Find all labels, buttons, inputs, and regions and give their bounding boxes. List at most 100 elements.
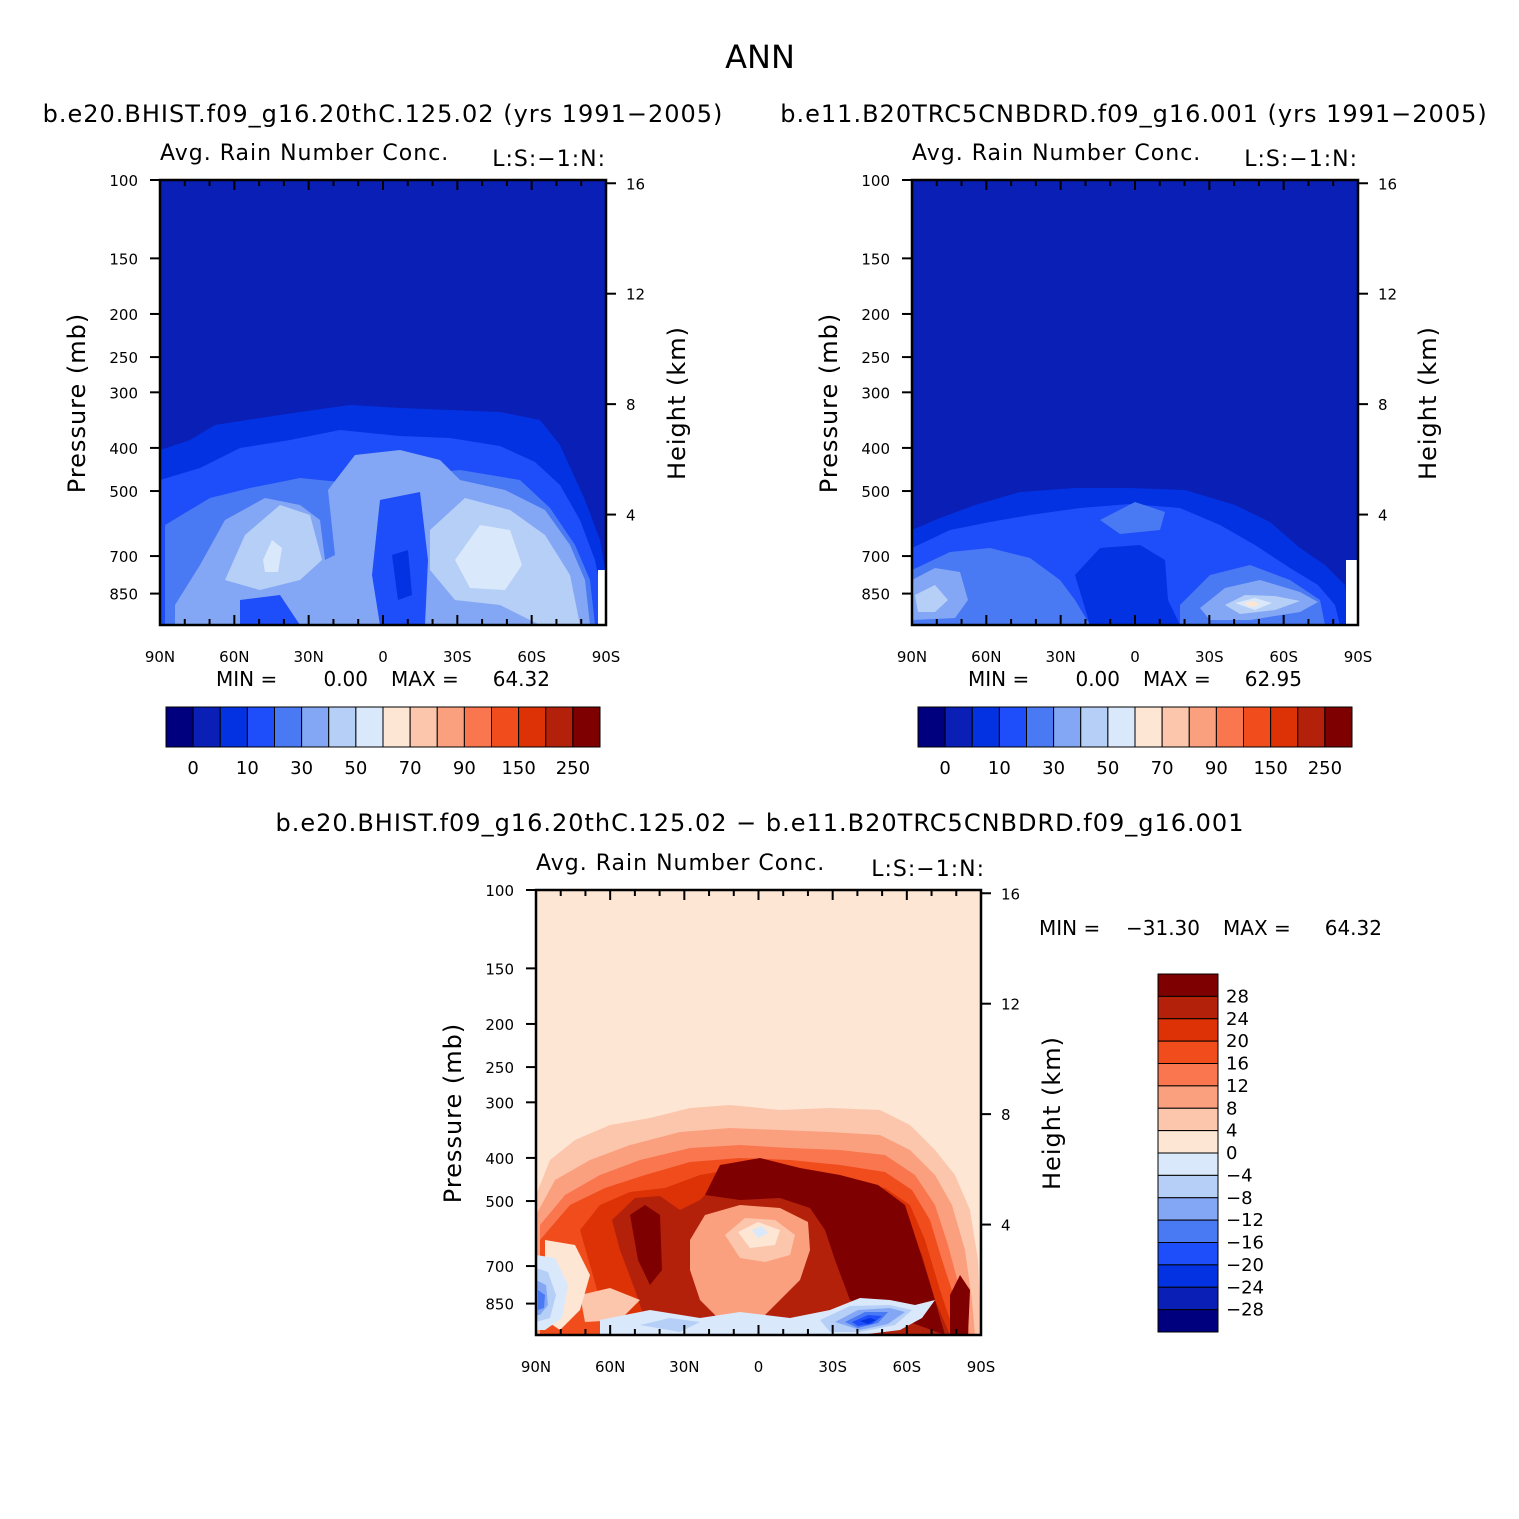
panel-diff-title: Avg. Rain Number Conc.: [536, 851, 825, 876]
colorbar-box: [328, 706, 357, 748]
colorbar-box: [1134, 706, 1163, 748]
colorbar-box: [219, 706, 248, 748]
panel-diff-contour-level-10: [630, 1158, 970, 1335]
colorbar-label: 4: [1226, 1121, 1237, 1142]
panel-diff-case-title: b.e20.BHIST.f09_g16.20thC.125.02 − b.e11…: [276, 809, 1245, 837]
colorbar-label: −12: [1226, 1210, 1264, 1231]
y-tick-label: 200: [485, 1016, 514, 1034]
panel-1-case-title: b.e20.BHIST.f09_g16.20thC.125.02 (yrs 19…: [43, 100, 724, 128]
y-tick-label: 250: [109, 349, 138, 367]
panel-2-max-label: MAX =: [1143, 667, 1211, 691]
colorbar-box: [1157, 1107, 1219, 1132]
panel-diff-contour-level-4b: [580, 1218, 795, 1322]
y-tick-label: 400: [109, 440, 138, 458]
panel-2-plot-area: [912, 180, 1358, 625]
y-tick-label: 250: [861, 349, 890, 367]
y-tick-label: 500: [109, 483, 138, 501]
colorbar-box: [1026, 706, 1055, 748]
y-tick-label: 150: [109, 250, 138, 268]
y-tick-label: 700: [485, 1258, 514, 1276]
colorbar-label: −28: [1226, 1300, 1264, 1321]
y-tick-right-label: 16: [626, 175, 645, 193]
panel-1-contour-level-8: [263, 525, 522, 590]
panel-2-ylabel: Pressure (mb): [815, 313, 843, 493]
panel-1-subtitle: L:S:−1:N:: [492, 147, 606, 172]
colorbar-label: 0: [187, 758, 198, 779]
colorbar-label: −20: [1226, 1255, 1264, 1276]
panel-2-mask: [1346, 560, 1358, 625]
panel-1: b.e20.BHIST.f09_g16.20thC.125.02 (yrs 19…: [43, 100, 724, 779]
y-tick-label: 250: [485, 1059, 514, 1077]
colorbar-box: [518, 706, 547, 748]
colorbar-box: [1157, 1174, 1219, 1199]
panel-2-title: Avg. Rain Number Conc.: [912, 141, 1201, 166]
panel-1-contour-level-4b: [240, 492, 428, 625]
panel-2-ticks: 90N 60N 30N 0 30S 60S 90S 100 150 200 250 300 400 500…: [861, 172, 1397, 666]
panel-2: b.e11.B20TRC5CNBDRD.f09_g16.001 (yrs 199…: [780, 100, 1486, 779]
panel-diff-min-label: MIN =: [1039, 916, 1100, 940]
y-tick-right-label: 16: [1001, 885, 1020, 903]
colorbar-box: [1324, 706, 1353, 748]
panel-1-mask: [598, 570, 606, 625]
colorbar-label: 30: [1042, 758, 1065, 779]
colorbar-box: [1157, 1309, 1219, 1333]
colorbar-box: [1157, 1242, 1219, 1266]
y-tick-right-label: 12: [1378, 286, 1397, 304]
colorbar-box: [301, 706, 330, 748]
colorbar-label: 12: [1226, 1076, 1249, 1097]
x-tick-label: 30S: [443, 648, 472, 666]
y-tick-label: 700: [861, 548, 890, 566]
colorbar-label: 250: [556, 758, 590, 779]
y-tick-label: 300: [861, 384, 890, 402]
colorbar-label: 250: [1308, 758, 1342, 779]
panel-2-max-value: 62.95: [1245, 667, 1302, 691]
colorbar-label: 10: [988, 758, 1011, 779]
colorbar-box: [1157, 973, 1219, 997]
panel-2-colorbar: 0 10 30 50 70 90 150 250: [917, 706, 1353, 779]
x-tick-label: 30S: [1195, 648, 1224, 666]
panel-1-ylabel-right: Height (km): [663, 326, 691, 480]
colorbar-label: −4: [1226, 1165, 1253, 1186]
x-tick-label: 60S: [893, 1358, 922, 1376]
colorbar-label: 150: [1253, 758, 1287, 779]
panel-1-contour-level-3b: [392, 550, 412, 600]
colorbar-box: [355, 706, 384, 748]
x-tick-label: 0: [1130, 648, 1140, 666]
colorbar-box: [944, 706, 973, 748]
colorbar-label: −8: [1226, 1188, 1253, 1209]
colorbar-box: [1297, 706, 1326, 748]
colorbar-box: [246, 706, 275, 748]
colorbar-label: 90: [453, 758, 476, 779]
x-tick-label: 60N: [595, 1358, 625, 1376]
y-tick-label: 700: [109, 548, 138, 566]
panel-2-contour-level-7: [915, 585, 1300, 614]
y-tick-label: 500: [485, 1193, 514, 1211]
colorbar-box: [917, 706, 946, 748]
y-tick-right-label: 16: [1378, 175, 1397, 193]
y-tick-label: 150: [861, 250, 890, 268]
colorbar-box: [382, 706, 411, 748]
x-tick-label: 90N: [145, 648, 175, 666]
panel-diff-max-label: MAX =: [1223, 916, 1291, 940]
colorbar-box: [545, 706, 574, 748]
y-tick-label: 150: [485, 960, 514, 978]
colorbar-box: [1188, 706, 1217, 748]
panel-1-min-label: MIN =: [216, 667, 277, 691]
panel-diff: b.e20.BHIST.f09_g16.20thC.125.02 − b.e11…: [276, 809, 1382, 1376]
panel-1-colorbar: 0 10 30 50 70 90 150 250: [165, 706, 601, 779]
colorbar-box: [1157, 1018, 1219, 1042]
y-tick-right-label: 8: [1001, 1106, 1011, 1124]
panel-2-contour-level-3b: [1075, 545, 1180, 625]
panel-2-subtitle: L:S:−1:N:: [1244, 147, 1358, 172]
x-tick-label: 90N: [521, 1358, 551, 1376]
panel-1-min-value: 0.00: [323, 667, 368, 691]
colorbar-label: 10: [236, 758, 259, 779]
x-tick-label: 30N: [294, 648, 324, 666]
x-tick-label: 90N: [897, 648, 927, 666]
panel-1-max-value: 64.32: [493, 667, 550, 691]
colorbar-label: 70: [399, 758, 422, 779]
y-tick-label: 850: [861, 586, 890, 604]
y-tick-label: 300: [485, 1094, 514, 1112]
colorbar-box: [1215, 706, 1244, 748]
x-tick-label: 0: [378, 648, 388, 666]
